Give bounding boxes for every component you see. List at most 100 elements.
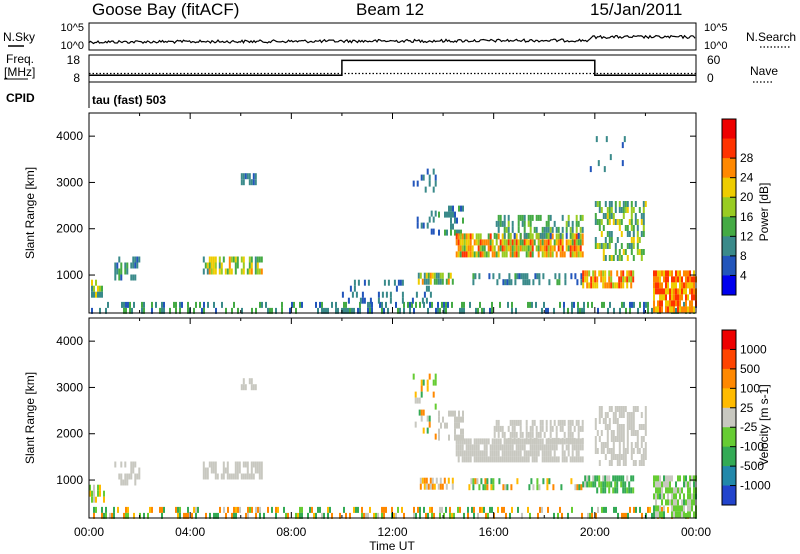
power-cell [587,301,589,308]
velocity-cell [505,438,508,445]
velocity-cell [244,461,247,468]
velocity-cell [475,444,478,451]
velocity-cell [640,436,643,442]
velocity-cell [133,512,135,519]
velocity-colorbar-label: Velocity [m s-1] [757,384,771,465]
velocity-cell [505,450,508,457]
velocity-cell [517,456,520,463]
velocity-cell [530,478,533,485]
power-cell [616,219,619,225]
power-cell [187,307,189,314]
power-cell [129,307,131,314]
power-cell [203,307,205,314]
velocity-cell [644,412,647,418]
velocity-cell [105,512,107,519]
power-cell [616,282,619,289]
power-cell [195,301,197,308]
velocity-cell [457,444,460,451]
velocity-cell [553,444,556,451]
power-cell [381,291,384,298]
power-cell [151,307,153,314]
velocity-cell [533,419,536,426]
power-cell [555,226,558,233]
velocity-cell [561,456,564,463]
velocity-cell [493,456,496,463]
power-cell [624,225,627,231]
velocity-cell [569,425,572,432]
power-cell [621,160,624,167]
power-cell [519,245,522,252]
velocity-cell [677,487,679,494]
power-cell [596,282,599,289]
power-cell [543,245,546,252]
power-cell [669,270,671,277]
power-cell [425,285,428,292]
power-cell [610,282,613,289]
velocity-cell [644,442,647,448]
power-cell [432,168,435,175]
velocity-cell [490,484,493,491]
power-cell [679,306,681,313]
freq-tick-top: 18 [67,53,81,67]
velocity-cell [511,425,514,432]
power-cell [515,233,518,240]
velocity-cell [683,499,685,506]
power-cell [416,222,419,229]
velocity-cell [610,481,613,488]
velocity-cell [622,406,625,412]
velocity-cell [487,456,490,463]
power-cell [250,179,253,186]
power-cell [260,268,263,275]
power-cell [653,282,655,289]
velocity-cell [213,512,215,519]
power-cell [570,273,573,280]
velocity-cell [426,415,429,422]
velocity-cell [608,475,611,482]
velocity-cell [327,506,329,513]
power-cell [553,245,556,252]
velocity-cell [130,473,133,480]
power-cell [430,210,433,217]
power-cell [141,307,143,314]
power-cell [210,262,213,269]
velocity-cell [622,475,625,482]
velocity-cell [545,450,548,457]
velocity-cell [256,467,259,474]
power-cell [675,276,677,283]
velocity-cell [515,419,518,426]
nsky-label: N.Sky [3,30,35,44]
velocity-cell [244,384,247,391]
velocity-cell [443,512,445,519]
velocity-cell [610,460,613,466]
velocity-cell [600,481,603,488]
velocity-cell [91,496,93,503]
velocity-cell [677,499,679,506]
power-cell [600,276,603,283]
power-cell [517,245,520,252]
velocity-cell [438,434,440,441]
velocity-cell [217,512,219,519]
velocity-cell [657,487,659,494]
power-cell [432,186,435,193]
power-cell [561,214,564,221]
velocity-cell [602,487,605,494]
power-cell [610,237,613,243]
velocity-cell [414,421,417,428]
power-cell [577,245,580,252]
power-cell [514,273,517,280]
velocity-cell [600,412,603,418]
velocity-cell [457,506,459,513]
power-cell [598,243,601,249]
velocity-cell [557,419,560,426]
velocity-cell [618,406,621,412]
velocity-cell [210,467,213,474]
velocity-cell [561,419,564,426]
velocity-cell [416,397,419,404]
velocity-cell [659,505,661,512]
velocity-cell [485,456,488,463]
velocity-cell [93,484,95,491]
velocity-cell [429,477,432,484]
velocity-cell [412,373,415,380]
velocity-cell [539,438,542,445]
